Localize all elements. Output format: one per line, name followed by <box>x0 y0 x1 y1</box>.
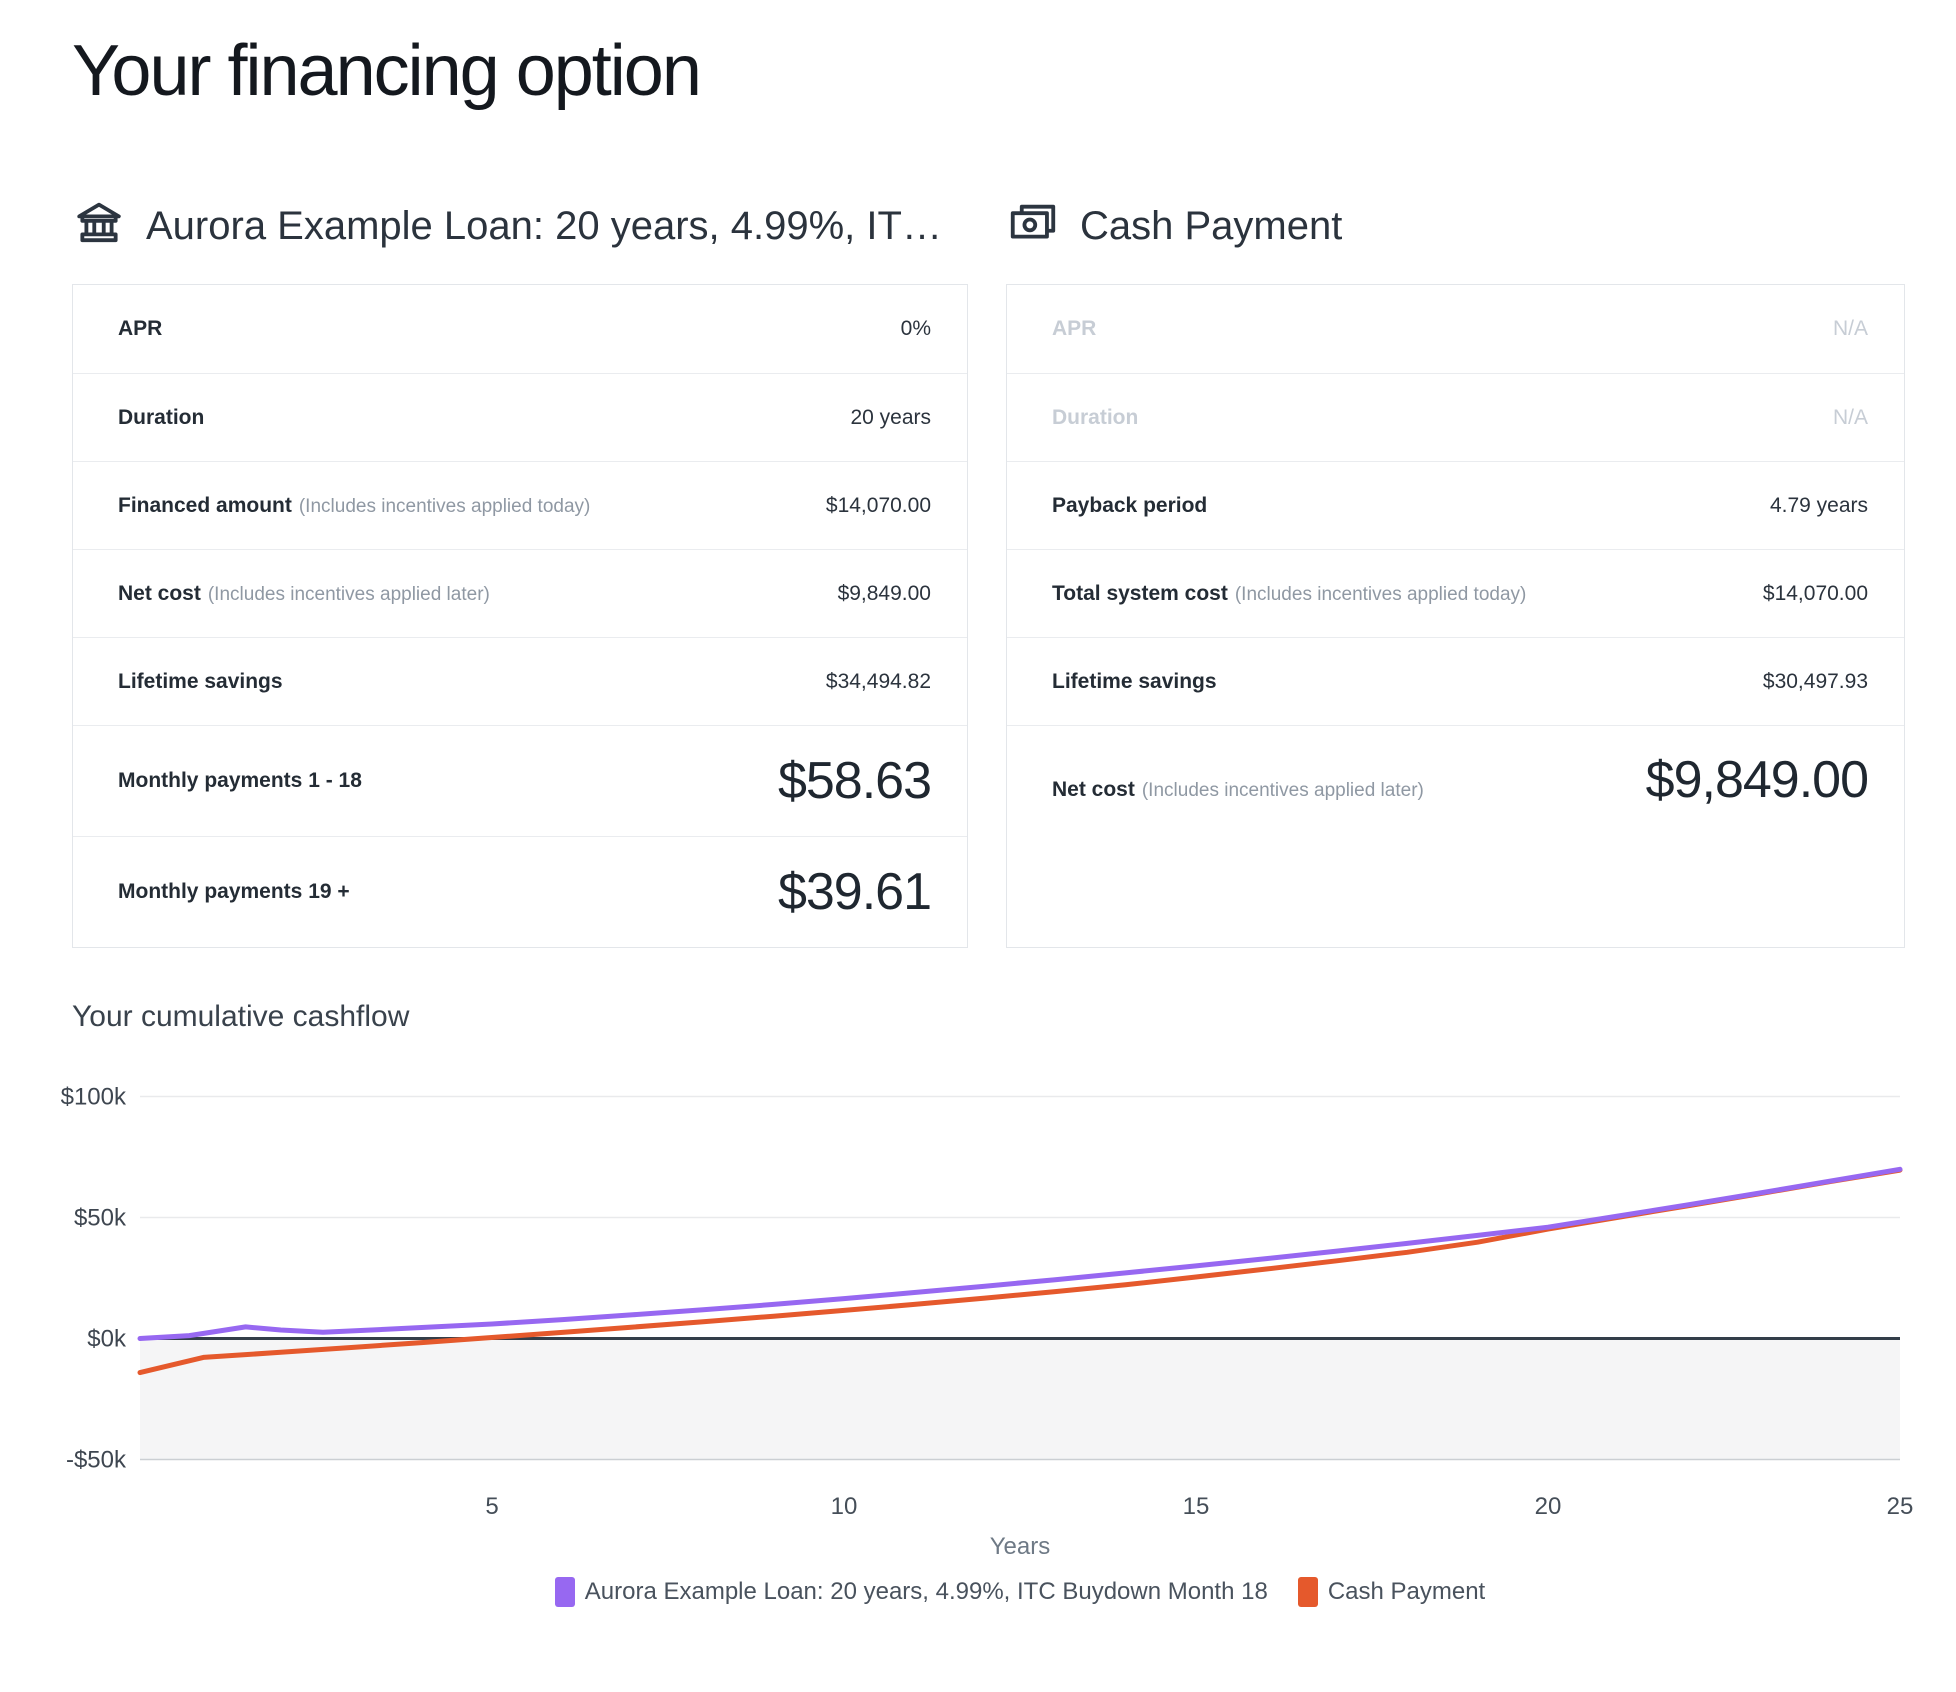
row-value: $9,849.00 <box>1645 751 1869 809</box>
table-row: Duration N/A <box>1007 373 1904 461</box>
cash-card-header: Cash Payment <box>1006 196 1905 256</box>
table-row: Lifetime savings $30,497.93 <box>1007 637 1904 725</box>
row-value: N/A <box>1832 317 1868 340</box>
below-zero-band <box>140 1338 1900 1460</box>
bank-icon <box>72 197 126 256</box>
table-row: Lifetime savings $34,494.82 <box>73 637 967 725</box>
chart-canvas: $100k $50k $0k -$50k 5 10 15 20 25 <box>61 1084 1914 1521</box>
row-value: $30,497.93 <box>1762 669 1868 693</box>
row-value: N/A <box>1832 405 1868 429</box>
row-value: $14,070.00 <box>825 493 931 517</box>
table-row: APR N/A <box>1007 285 1904 373</box>
cash-column: Cash Payment APR N/A Duration N/A Paybac… <box>1006 196 1905 948</box>
row-note: (Includes incentives applied later) <box>207 583 490 605</box>
chart-legend: Aurora Example Loan: 20 years, 4.99%, IT… <box>140 1577 1900 1607</box>
loan-card-title: Aurora Example Loan: 20 years, 4.99%, IT… <box>146 203 942 248</box>
row-note: (Includes incentives applied today) <box>298 495 591 517</box>
legend-item-cash: Cash Payment <box>1297 1577 1486 1607</box>
table-row: Net cost (Includes incentives applied lat… <box>73 549 967 637</box>
table-row: APR 0% <box>73 285 967 373</box>
row-value: $34,494.82 <box>825 669 931 693</box>
loan-card: APR 0% Duration 20 years Financed amount… <box>72 284 968 948</box>
row-value: $39.61 <box>777 863 932 921</box>
row-value: 20 years <box>850 405 931 429</box>
cash-card-title: Cash Payment <box>1080 203 1343 248</box>
x-tick-label: 5 <box>485 1493 498 1520</box>
row-note: (Includes incentives applied later) <box>1141 780 1424 801</box>
loan-card-header: Aurora Example Loan: 20 years, 4.99%, IT… <box>72 196 968 256</box>
table-row: Net cost (Includes incentives applied lat… <box>1007 725 1904 947</box>
cumulative-cashflow-chart: $100k $50k $0k -$50k 5 10 15 20 25 Years Aurora … <box>0 1066 1956 1607</box>
x-axis-title: Years <box>989 1533 1051 1560</box>
chart-title: Your cumulative cashflow <box>72 1000 410 1033</box>
table-row: Total system cost (Includes incentives ap… <box>1007 549 1904 637</box>
cash-legend-swatch <box>1297 1577 1318 1607</box>
page-title: Your financing option <box>72 31 702 111</box>
chart-plot-area: $100k $50k $0k -$50k 5 10 15 20 25 <box>0 1066 1956 1529</box>
cash-icon <box>1006 197 1060 256</box>
row-label: APR <box>118 317 163 340</box>
row-value: $58.63 <box>777 752 932 810</box>
y-tick-label: $50k <box>74 1205 127 1232</box>
row-label: Financed amount <box>118 493 292 517</box>
row-value: 4.79 years <box>1769 493 1868 517</box>
table-row: Monthly payments 1 - 18 $58.63 <box>73 725 967 836</box>
financing-comparison: Aurora Example Loan: 20 years, 4.99%, IT… <box>72 196 1956 948</box>
row-label: Lifetime savings <box>1052 669 1217 693</box>
x-tick-label: 15 <box>1183 1493 1210 1520</box>
loan-legend-swatch <box>554 1577 575 1607</box>
y-tick-label: $100k <box>61 1084 127 1111</box>
legend-item-loan: Aurora Example Loan: 20 years, 4.99%, IT… <box>554 1577 1268 1607</box>
x-tick-label: 10 <box>831 1493 858 1520</box>
row-label: APR <box>1052 317 1097 340</box>
row-value: 0% <box>900 317 931 340</box>
row-label: Duration <box>1052 405 1139 429</box>
loan-legend-label: Aurora Example Loan: 20 years, 4.99%, IT… <box>584 1578 1268 1605</box>
series-line-1 <box>137 1166 1903 1341</box>
row-label: Monthly payments 1 - 18 <box>118 769 362 792</box>
row-label: Lifetime savings <box>118 669 283 693</box>
table-row: Monthly payments 19 + $39.61 <box>73 836 967 947</box>
y-tick-label: -$50k <box>66 1447 127 1474</box>
y-tick-label: $0k <box>87 1326 127 1353</box>
table-row: Duration 20 years <box>73 373 967 461</box>
row-label: Duration <box>118 405 205 429</box>
table-row: Financed amount (Includes incentives appl… <box>73 461 967 549</box>
row-value: $9,849.00 <box>837 581 931 605</box>
row-label: Monthly payments 19 + <box>118 880 350 903</box>
x-tick-label: 25 <box>1887 1493 1914 1520</box>
row-label: Total system cost <box>1052 581 1228 605</box>
cash-card: APR N/A Duration N/A Payback period 4.79… <box>1006 284 1905 948</box>
row-note: (Includes incentives applied today) <box>1234 583 1527 605</box>
x-tick-label: 20 <box>1535 1493 1562 1520</box>
loan-column: Aurora Example Loan: 20 years, 4.99%, IT… <box>72 196 968 948</box>
row-label: Payback period <box>1052 493 1208 517</box>
row-value: $14,070.00 <box>1762 581 1868 605</box>
cash-legend-label: Cash Payment <box>1327 1578 1486 1605</box>
row-label: Net cost <box>1052 778 1135 801</box>
row-label: Net cost <box>118 581 201 605</box>
table-row: Payback period 4.79 years <box>1007 461 1904 549</box>
